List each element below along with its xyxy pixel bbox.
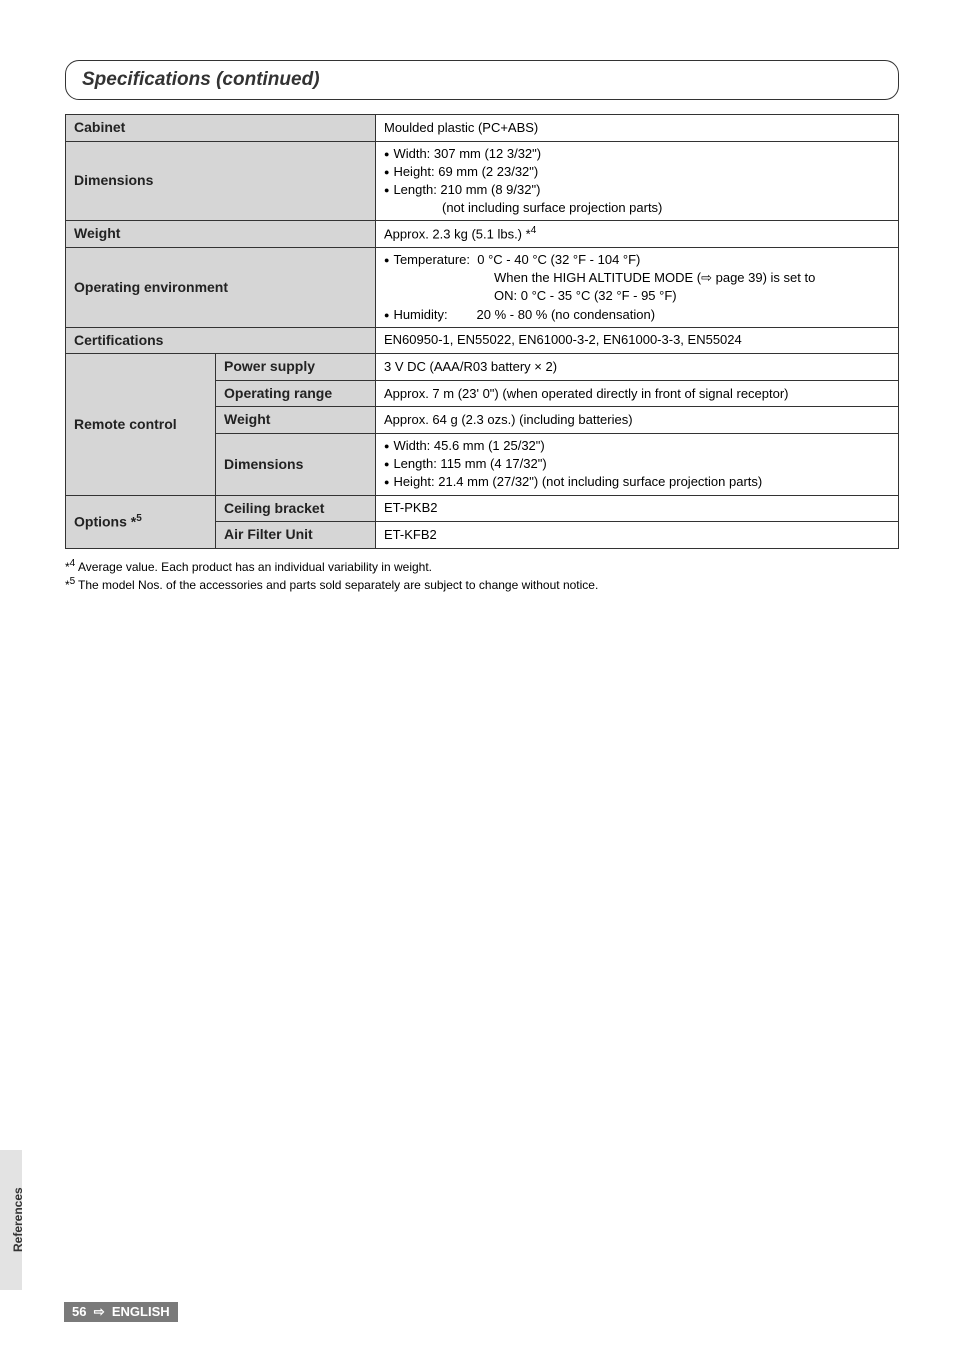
- specifications-table: Cabinet Moulded plastic (PC+ABS) Dimensi…: [65, 114, 899, 549]
- openv-temp1: Temperature: 0 °C - 40 °C (32 °F - 104 °…: [384, 251, 890, 269]
- remote-dim-height: Height: 21.4 mm (27/32") (not including …: [384, 473, 890, 491]
- page-number: 56: [72, 1304, 86, 1319]
- openv-temp3: ON: 0 °C - 35 °C (32 °F - 95 °F): [384, 287, 890, 305]
- section-title: Specifications (continued): [82, 69, 320, 90]
- footnotes: *4 Average value. Each product has an in…: [65, 557, 899, 593]
- dimensions-label: Dimensions: [66, 141, 376, 221]
- weight-label: Weight: [66, 221, 376, 248]
- remote-range-value: Approx. 7 m (23' 0") (when operated dire…: [376, 380, 899, 407]
- footer-lang: ENGLISH: [112, 1304, 170, 1319]
- remote-label: Remote control: [66, 354, 216, 495]
- options-air-label: Air Filter Unit: [216, 522, 376, 549]
- dim-length: Length: 210 mm (8 9/32"): [384, 181, 890, 199]
- dim-width: Width: 307 mm (12 3/32"): [384, 145, 890, 163]
- options-ceiling-label: Ceiling bracket: [216, 495, 376, 522]
- side-tab-label: References: [11, 1187, 25, 1252]
- options-label: Options *5: [66, 495, 216, 548]
- openv-value: Temperature: 0 °C - 40 °C (32 °F - 104 °…: [376, 247, 899, 327]
- footer-arrow-icon: ⇨: [94, 1304, 105, 1319]
- remote-weight-value: Approx. 64 g (2.3 ozs.) (including batte…: [376, 407, 899, 434]
- remote-dim-length: Length: 115 mm (4 17/32"): [384, 455, 890, 473]
- cabinet-label: Cabinet: [66, 115, 376, 142]
- remote-dim-label: Dimensions: [216, 434, 376, 496]
- options-air-value: ET-KFB2: [376, 522, 899, 549]
- remote-weight-label: Weight: [216, 407, 376, 434]
- remote-dim-value: Width: 45.6 mm (1 25/32") Length: 115 mm…: [376, 434, 899, 496]
- openv-temp2: When the HIGH ALTITUDE MODE (⇨ page 39) …: [384, 269, 890, 287]
- openv-label: Operating environment: [66, 247, 376, 327]
- cert-label: Certifications: [66, 327, 376, 354]
- weight-value: Approx. 2.3 kg (5.1 lbs.) *4: [376, 221, 899, 248]
- footnote-4: *4 Average value. Each product has an in…: [65, 557, 899, 575]
- section-header: Specifications (continued): [65, 60, 899, 100]
- dim-height: Height: 69 mm (2 23/32"): [384, 163, 890, 181]
- remote-dim-width: Width: 45.6 mm (1 25/32"): [384, 437, 890, 455]
- dim-note: (not including surface projection parts): [384, 199, 890, 217]
- dimensions-value: Width: 307 mm (12 3/32") Height: 69 mm (…: [376, 141, 899, 221]
- remote-power-label: Power supply: [216, 354, 376, 381]
- footnote-5: *5 The model Nos. of the accessories and…: [65, 575, 899, 593]
- remote-power-value: 3 V DC (AAA/R03 battery × 2): [376, 354, 899, 381]
- options-ceiling-value: ET-PKB2: [376, 495, 899, 522]
- openv-hum: Humidity: 20 % - 80 % (no condensation): [384, 306, 890, 324]
- remote-range-label: Operating range: [216, 380, 376, 407]
- cert-value: EN60950-1, EN55022, EN61000-3-2, EN61000…: [376, 327, 899, 354]
- page-footer: 56 ⇨ ENGLISH: [64, 1302, 178, 1322]
- cabinet-value: Moulded plastic (PC+ABS): [376, 115, 899, 142]
